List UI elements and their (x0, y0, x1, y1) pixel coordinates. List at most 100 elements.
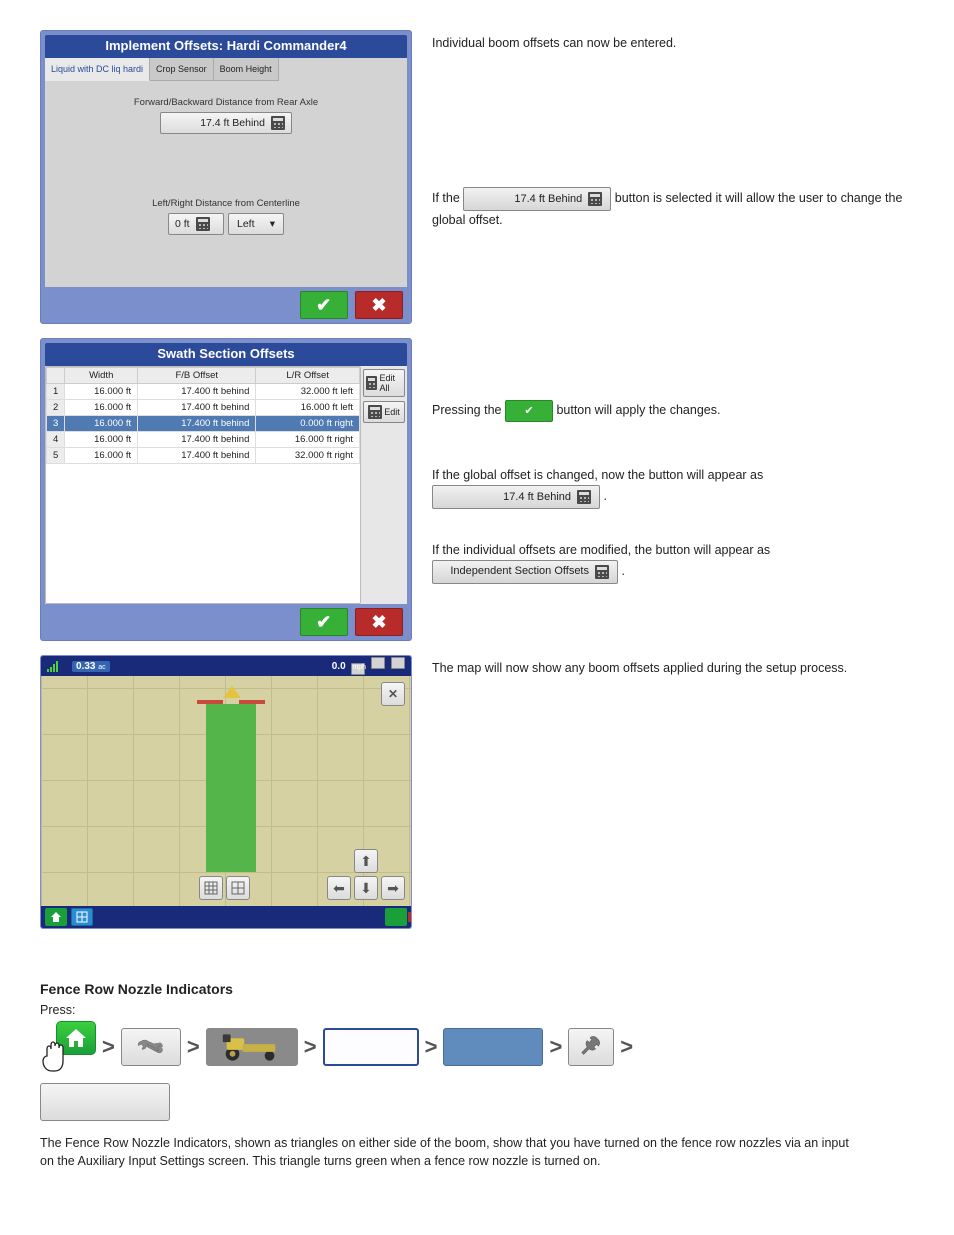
calculator-icon (588, 192, 602, 206)
confirm-button[interactable]: ✔ (300, 608, 348, 636)
row-lr: 32.000 ft left (256, 384, 360, 400)
dialog1-title: Implement Offsets: Hardi Commander4 (45, 35, 407, 58)
chevron-icon: > (187, 1034, 200, 1060)
dialog1-tabs: Liquid with DC liq hardi Crop Sensor Boo… (45, 58, 407, 81)
final-tile[interactable] (40, 1083, 170, 1121)
status-icon-2[interactable] (391, 657, 405, 669)
calculator-icon (196, 217, 210, 231)
configuration-tile[interactable] (323, 1028, 419, 1066)
footer-home-button[interactable] (45, 908, 67, 926)
dialog2-title: Swath Section Offsets (45, 343, 407, 366)
map-description-text: The map will now show any boom offsets a… (432, 659, 914, 678)
blue-tile[interactable] (443, 1028, 543, 1066)
status-icon-1[interactable] (371, 657, 385, 669)
map-screenshot: 0.33 ac 0.0 mph ✕ (40, 655, 412, 929)
vehicle-button[interactable] (206, 1028, 298, 1066)
lr-distance-value[interactable]: 0 ft (168, 213, 224, 235)
col-fb: F/B Offset (138, 368, 256, 384)
row-width: 16.000 ft (65, 448, 138, 464)
row-width: 16.000 ft (65, 400, 138, 416)
grid-button-1[interactable] (199, 876, 223, 900)
chevron-icon: > (549, 1034, 562, 1060)
row-fb: 17.400 ft behind (138, 416, 256, 432)
map-top-bar: 0.33 ac 0.0 mph (41, 656, 411, 676)
table-row[interactable]: 216.000 ft17.400 ft behind16.000 ft left (47, 400, 360, 416)
calculator-icon (366, 376, 377, 390)
grid-button-2[interactable] (226, 876, 250, 900)
row-width: 16.000 ft (65, 416, 138, 432)
inline-independent-offsets-button[interactable]: Independent Section Offsets (432, 560, 618, 584)
coverage-strip (206, 704, 256, 872)
col-width: Width (65, 368, 138, 384)
inline-fb-behind-button[interactable]: 17.4 ft Behind (463, 187, 611, 211)
global-changed-text: If the global offset is changed, now the… (432, 466, 914, 509)
row-fb: 17.400 ft behind (138, 432, 256, 448)
navigation-trail: > > > > > > (40, 1021, 914, 1073)
offsets-table: Width F/B Offset L/R Offset 116.000 ft17… (46, 367, 360, 464)
table-row[interactable]: 416.000 ft17.400 ft behind16.000 ft righ… (47, 432, 360, 448)
dialog1-buttons: ✔ ✖ (45, 287, 407, 319)
global-offset-text: If the 17.4 ft Behind button is selected… (432, 187, 914, 230)
map-close-button[interactable]: ✕ (381, 682, 405, 706)
touch-home-button[interactable] (40, 1021, 96, 1073)
calculator-icon (271, 116, 285, 130)
acreage-badge: 0.33 ac (72, 661, 110, 672)
row-lr: 16.000 ft right (256, 432, 360, 448)
lr-direction-select[interactable]: Left ▾ (228, 213, 284, 235)
map-top-right: 0.0 mph (332, 657, 405, 675)
fence-row-paragraph: The Fence Row Nozzle Indicators, shown a… (40, 1134, 860, 1172)
inline-confirm-button[interactable]: ✔ (505, 400, 553, 422)
settings-button-2[interactable] (568, 1028, 614, 1066)
fb-distance-label: Forward/Backward Distance from Rear Axle (55, 87, 397, 108)
edit-button[interactable]: Edit (363, 401, 405, 423)
hand-icon (40, 1041, 74, 1073)
row-fb: 17.400 ft behind (138, 448, 256, 464)
row-idx: 4 (47, 432, 65, 448)
table-row[interactable]: 516.000 ft17.400 ft behind32.000 ft righ… (47, 448, 360, 464)
row-width: 16.000 ft (65, 384, 138, 400)
row-fb: 17.400 ft behind (138, 400, 256, 416)
fence-row-heading: Fence Row Nozzle Indicators (40, 981, 914, 997)
chevron-icon: > (425, 1034, 438, 1060)
row-lr: 0.000 ft right (256, 416, 360, 432)
chevron-icon: > (102, 1034, 115, 1060)
row-width: 16.000 ft (65, 432, 138, 448)
settings-button[interactable] (121, 1028, 181, 1066)
lr-distance-label: Left/Right Distance from Centerline (55, 188, 397, 209)
chevron-icon: > (620, 1034, 633, 1060)
table-side-buttons: Edit All Edit (361, 366, 407, 604)
col-idx (47, 368, 65, 384)
calculator-icon (595, 565, 609, 579)
footer-status-icon[interactable] (385, 908, 407, 926)
arrow-right-button[interactable]: ➡ (381, 876, 405, 900)
dialog1-body: Forward/Backward Distance from Rear Axle… (45, 81, 407, 287)
fb-distance-value[interactable]: 17.4 ft Behind (160, 112, 292, 134)
swath-section-offsets-dialog: Swath Section Offsets Width F/B Offset L… (40, 338, 412, 641)
nav-intro: Press: (40, 1003, 914, 1017)
edit-all-button[interactable]: Edit All (363, 369, 405, 397)
arrow-up-button[interactable]: ⬆ (354, 849, 378, 873)
apply-changes-text: Pressing the ✔ button will apply the cha… (432, 400, 914, 422)
dialog2-body: Width F/B Offset L/R Offset 116.000 ft17… (45, 366, 407, 604)
confirm-button[interactable]: ✔ (300, 291, 348, 319)
row-idx: 2 (47, 400, 65, 416)
table-empty-space (46, 464, 360, 590)
cancel-button[interactable]: ✖ (355, 291, 403, 319)
footer-grid-button[interactable] (71, 908, 93, 926)
row-idx: 3 (47, 416, 65, 432)
row-lr: 32.000 ft right (256, 448, 360, 464)
arrow-down-button[interactable]: ⬇ (354, 876, 378, 900)
tab-boom-height[interactable]: Boom Height (214, 58, 279, 81)
col-lr: L/R Offset (256, 368, 360, 384)
table-row[interactable]: 316.000 ft17.400 ft behind0.000 ft right (47, 416, 360, 432)
map-view-buttons (199, 876, 250, 900)
arrow-left-button[interactable]: ⬅ (327, 876, 351, 900)
map-footer (41, 906, 411, 928)
chevron-icon: > (304, 1034, 317, 1060)
tab-crop-sensor[interactable]: Crop Sensor (150, 58, 214, 81)
map-canvas[interactable]: ✕ ⬆ ⬅ ⬇ ➡ (41, 676, 411, 906)
cancel-button[interactable]: ✖ (355, 608, 403, 636)
inline-fb-behind-button-2[interactable]: 17.4 ft Behind (432, 485, 600, 509)
tab-liquid[interactable]: Liquid with DC liq hardi (45, 58, 150, 81)
table-row[interactable]: 116.000 ft17.400 ft behind32.000 ft left (47, 384, 360, 400)
